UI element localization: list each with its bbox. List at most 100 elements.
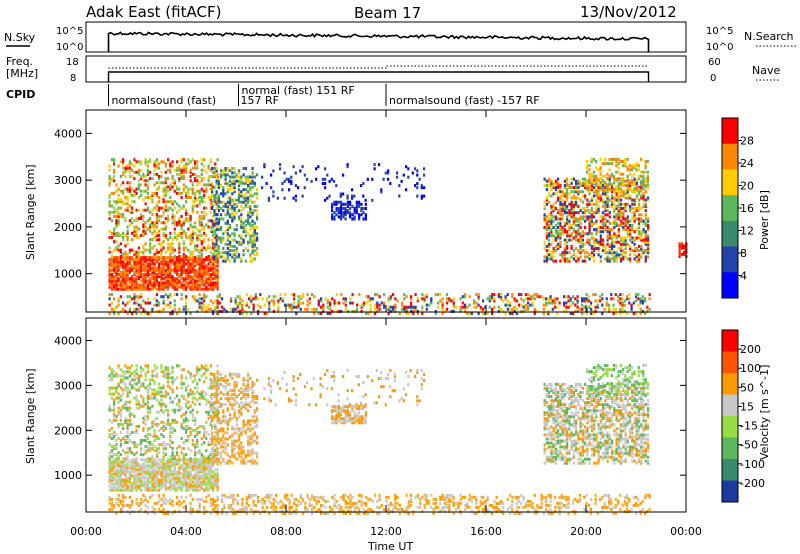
heatmap-cell bbox=[550, 217, 553, 221]
heatmap-cell bbox=[122, 170, 125, 174]
heatmap-cell bbox=[146, 164, 149, 168]
heatmap-cell bbox=[253, 238, 256, 242]
heatmap-cell bbox=[162, 476, 165, 480]
heatmap-cell bbox=[599, 185, 602, 189]
heatmap-cell bbox=[214, 277, 217, 281]
heatmap-cell bbox=[133, 470, 136, 474]
heatmap-cell bbox=[126, 275, 129, 279]
heatmap-cell bbox=[146, 258, 149, 262]
heatmap-cell bbox=[613, 221, 616, 225]
heatmap-cell bbox=[595, 192, 598, 196]
heatmap-cell bbox=[556, 312, 559, 315]
heatmap-cell bbox=[194, 482, 197, 486]
heatmap-cell bbox=[158, 233, 161, 237]
heatmap-cell bbox=[216, 185, 219, 189]
heatmap-cell bbox=[615, 170, 618, 174]
heatmap-cell bbox=[169, 273, 172, 276]
heatmap-cell bbox=[214, 175, 217, 178]
heatmap-cell bbox=[158, 200, 161, 204]
heatmap-cell bbox=[155, 466, 158, 470]
heatmap-cell bbox=[110, 275, 113, 279]
heatmap-cell bbox=[108, 484, 111, 488]
heatmap-cell bbox=[211, 188, 214, 192]
heatmap-cell bbox=[108, 404, 111, 408]
heatmap-cell bbox=[167, 460, 170, 464]
heatmap-cell bbox=[133, 458, 136, 462]
heatmap-cell bbox=[178, 462, 181, 466]
heatmap-cell bbox=[513, 309, 516, 313]
heatmap-cell bbox=[200, 460, 203, 464]
heatmap-cell bbox=[122, 449, 125, 453]
heatmap-cell bbox=[133, 264, 136, 268]
heatmap-cell bbox=[140, 295, 143, 299]
heatmap-cell bbox=[182, 305, 185, 309]
heatmap-cell bbox=[133, 158, 136, 162]
heatmap-cell bbox=[567, 295, 570, 299]
heatmap-cell bbox=[559, 236, 562, 240]
heatmap-cell bbox=[110, 250, 113, 254]
heatmap-cell bbox=[620, 209, 623, 213]
heatmap-cell bbox=[144, 162, 147, 166]
heatmap-cell bbox=[185, 191, 188, 195]
heatmap-cell bbox=[561, 192, 564, 196]
heatmap-cell bbox=[203, 470, 206, 474]
heatmap-cell bbox=[115, 240, 118, 244]
heatmap-cell bbox=[171, 312, 174, 315]
heatmap-cell bbox=[167, 476, 170, 480]
heatmap-cell bbox=[146, 396, 149, 400]
heatmap-cell bbox=[559, 240, 562, 244]
heatmap-cell bbox=[615, 234, 618, 238]
heatmap-cell bbox=[635, 162, 638, 166]
heatmap-cell bbox=[135, 464, 138, 468]
heatmap-cell bbox=[277, 305, 280, 309]
heatmap-cell bbox=[122, 437, 125, 440]
heatmap-cell bbox=[124, 464, 127, 468]
heatmap-cell bbox=[160, 275, 163, 279]
heatmap-cell bbox=[128, 388, 131, 392]
heatmap-cell bbox=[171, 164, 174, 168]
heatmap-cell bbox=[550, 207, 553, 210]
heatmap-cell bbox=[180, 227, 183, 231]
heatmap-cell bbox=[613, 179, 616, 182]
heatmap-cell bbox=[128, 260, 131, 264]
heatmap-cell bbox=[638, 217, 641, 221]
heatmap-cell bbox=[631, 226, 634, 229]
heatmap-cell bbox=[233, 175, 236, 179]
heatmap-cell bbox=[115, 414, 118, 418]
heatmap-cell bbox=[633, 207, 636, 210]
heatmap-cell bbox=[550, 223, 553, 227]
heatmap-cell bbox=[615, 157, 618, 161]
heatmap-cell bbox=[115, 488, 118, 492]
heatmap-cell bbox=[226, 181, 229, 185]
heatmap-cell bbox=[176, 221, 179, 225]
heatmap-cell bbox=[119, 175, 122, 178]
heatmap-cell bbox=[167, 246, 170, 250]
heatmap-cell bbox=[131, 372, 134, 376]
heatmap-cell bbox=[566, 177, 569, 181]
heatmap-cell bbox=[392, 305, 395, 309]
nsearch-label: N.Search bbox=[744, 30, 794, 43]
heatmap-cell bbox=[146, 388, 149, 392]
heatmap-cell bbox=[110, 268, 113, 272]
heatmap-cell bbox=[128, 420, 131, 424]
heatmap-cell bbox=[209, 476, 212, 480]
heatmap-cell bbox=[566, 194, 569, 198]
heatmap-cell bbox=[557, 181, 560, 185]
heatmap-cell bbox=[491, 309, 494, 313]
heatmap-cell bbox=[155, 476, 158, 480]
heatmap-cell bbox=[164, 478, 167, 482]
heatmap-cell bbox=[160, 287, 163, 291]
heatmap-cell bbox=[567, 305, 570, 309]
heatmap-cell bbox=[162, 193, 165, 197]
heatmap-cell bbox=[615, 194, 618, 198]
heatmap-cell bbox=[151, 258, 154, 262]
heatmap-cell bbox=[191, 279, 194, 283]
heatmap-cell bbox=[586, 164, 589, 168]
heatmap-cell bbox=[158, 196, 161, 199]
heatmap-cell bbox=[644, 240, 647, 244]
heatmap-cell bbox=[167, 283, 170, 287]
heatmap-cell bbox=[214, 231, 217, 235]
heatmap-cell bbox=[185, 297, 188, 301]
heatmap-cell bbox=[137, 402, 140, 406]
heatmap-cell bbox=[194, 196, 197, 199]
